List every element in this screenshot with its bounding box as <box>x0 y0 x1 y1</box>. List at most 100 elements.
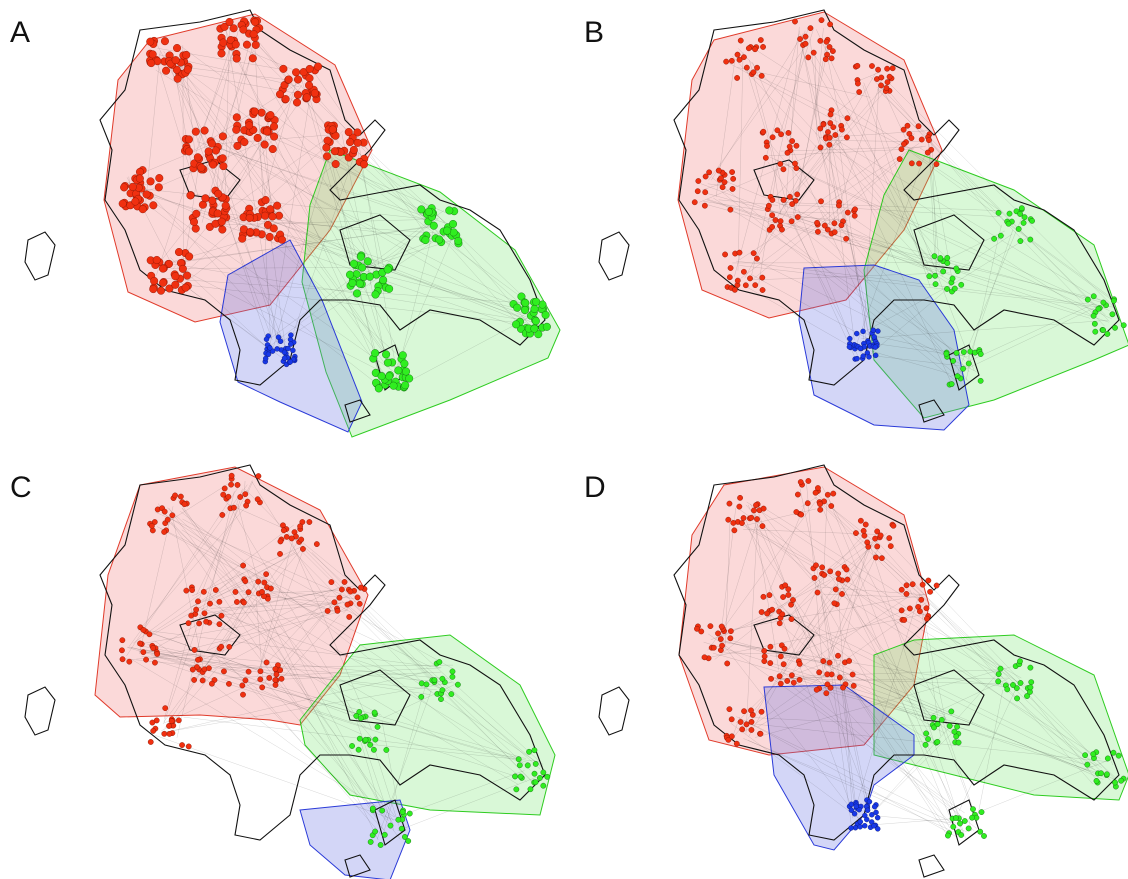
network-node <box>958 832 963 837</box>
network-node <box>864 817 869 822</box>
network-node <box>814 687 819 692</box>
network-node <box>517 763 522 768</box>
network-node <box>187 192 195 200</box>
network-node <box>887 535 892 540</box>
network-node <box>222 202 230 210</box>
network-node <box>518 774 523 779</box>
network-node <box>1101 300 1106 305</box>
network-node <box>1007 211 1012 216</box>
network-node <box>1100 327 1105 332</box>
network-node <box>780 594 785 599</box>
network-node <box>1022 214 1027 219</box>
network-node <box>182 284 190 292</box>
network-node <box>767 592 772 597</box>
panel: D <box>584 465 1128 877</box>
network-node <box>916 161 921 166</box>
network-node <box>261 141 269 149</box>
network-node <box>744 722 749 727</box>
network-node <box>731 520 736 525</box>
panel: B <box>584 10 1128 430</box>
network-node <box>1017 211 1022 216</box>
network-node <box>357 601 362 606</box>
network-node <box>256 473 261 478</box>
network-node <box>952 286 957 291</box>
network-node <box>347 614 352 619</box>
network-node <box>382 832 387 837</box>
network-node <box>217 621 222 626</box>
network-node <box>966 361 971 366</box>
network-node <box>852 213 857 218</box>
network-node <box>162 67 170 75</box>
network-node <box>282 356 287 361</box>
network-node <box>217 599 222 604</box>
network-node <box>179 265 187 273</box>
network-node <box>839 223 844 228</box>
network-node <box>1028 665 1033 670</box>
network-node <box>797 677 802 682</box>
network-node <box>747 276 752 281</box>
network-node <box>863 522 868 527</box>
network-node <box>794 509 799 514</box>
network-node <box>923 731 928 736</box>
network-node <box>773 217 778 222</box>
network-node <box>1096 306 1101 311</box>
network-node <box>861 354 866 359</box>
network-node <box>1006 221 1011 226</box>
network-node <box>356 280 364 288</box>
network-node <box>337 595 342 600</box>
network-node <box>1118 778 1123 783</box>
region-outline <box>919 855 944 877</box>
network-node <box>961 349 966 354</box>
network-node <box>169 718 174 723</box>
network-node <box>978 378 983 383</box>
network-node <box>200 678 205 683</box>
network-node <box>944 286 949 291</box>
network-node <box>998 666 1003 671</box>
network-node <box>902 617 907 622</box>
region-outline <box>25 687 55 735</box>
network-node <box>280 523 285 528</box>
network-node <box>824 691 829 696</box>
network-node <box>167 731 172 736</box>
network-node <box>354 139 362 147</box>
network-node <box>542 311 550 319</box>
network-node <box>183 272 191 280</box>
network-node <box>329 126 337 134</box>
network-node <box>849 808 854 813</box>
network-node <box>270 133 278 141</box>
network-node <box>925 150 930 155</box>
network-node <box>752 47 757 52</box>
network-node <box>935 722 940 727</box>
network-node <box>238 235 246 243</box>
network-node <box>730 176 735 181</box>
network-node <box>854 804 859 809</box>
network-node <box>759 709 764 714</box>
network-node <box>979 809 984 814</box>
network-node <box>372 710 377 715</box>
network-node <box>808 25 813 30</box>
network-node <box>872 536 877 541</box>
network-node <box>149 285 157 293</box>
network-node <box>274 672 279 677</box>
network-node <box>201 589 206 594</box>
network-node <box>157 287 165 295</box>
network-node <box>209 681 214 686</box>
network-node <box>927 274 932 279</box>
network-node <box>532 298 540 306</box>
network-node <box>836 571 841 576</box>
network-node <box>175 248 183 256</box>
network-node <box>249 55 257 63</box>
network-node <box>890 66 895 71</box>
network-node <box>787 194 792 199</box>
network-node <box>815 229 820 234</box>
network-node <box>273 682 278 687</box>
network-node <box>723 59 728 64</box>
network-node <box>514 787 519 792</box>
network-node <box>821 658 826 663</box>
network-node <box>443 227 451 235</box>
network-node <box>934 583 939 588</box>
network-node <box>226 18 234 26</box>
network-node <box>932 273 937 278</box>
network-node <box>339 587 344 592</box>
network-node <box>960 366 965 371</box>
